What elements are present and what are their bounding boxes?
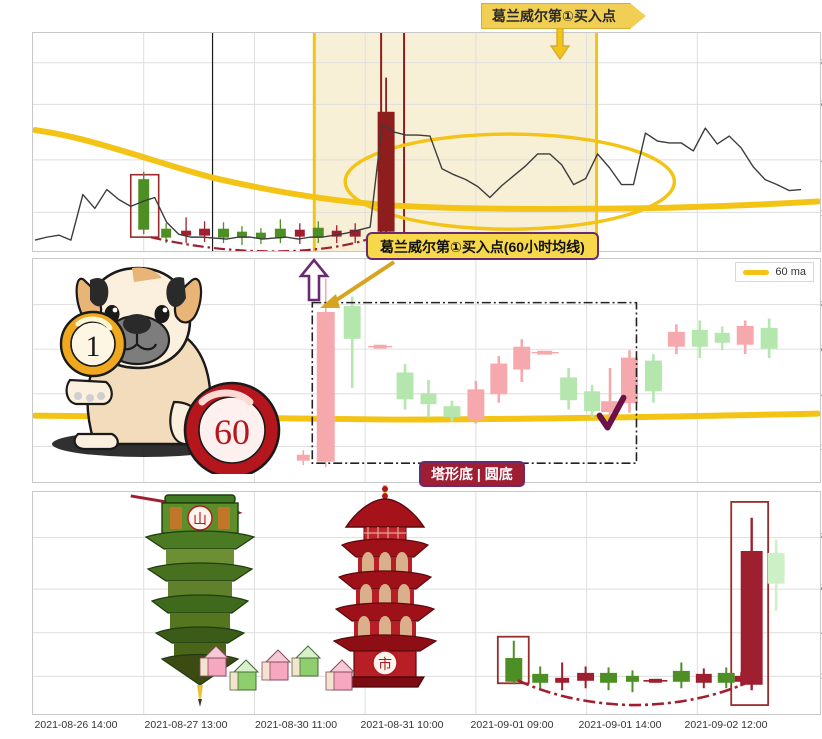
- chart-legend: 60 ma: [735, 262, 814, 282]
- candle-series-panel1: [138, 77, 395, 246]
- callout-buy-point-ma[interactable]: 葛兰威尔第①买入点(60小时均线): [366, 232, 599, 260]
- xaxis-tick-2: 2021-08-30 11:00: [254, 719, 338, 731]
- consolidation-ellipse: [343, 132, 677, 231]
- candle-series-panel3: [505, 517, 785, 693]
- confirm-check-icon: [596, 394, 627, 431]
- right-highlight-box: [730, 501, 770, 706]
- pattern-box: [311, 301, 638, 464]
- rounded-bottom-curve: [150, 232, 385, 251]
- xaxis-tick-0: 2021-08-26 14:00: [34, 719, 118, 731]
- price-line: [34, 123, 802, 241]
- xaxis-tick-6: 2021-09-02 12:00: [684, 719, 768, 731]
- legend-label-60ma: 60 ma: [775, 266, 806, 278]
- panel-1-plot: [33, 33, 820, 251]
- xaxis-tick-5: 2021-09-01 14:00: [578, 719, 662, 731]
- ball-sixty-label: 60: [214, 412, 250, 452]
- rounded-bottom-curve: [517, 679, 746, 707]
- callout-buy-point-top[interactable]: 葛兰威尔第①买入点: [481, 3, 646, 29]
- chart-panel-price-line[interactable]: [32, 32, 821, 252]
- dog-illustration: 1 60: [52, 266, 281, 474]
- panel-2-plot: [33, 259, 820, 482]
- house-marker: [291, 645, 322, 677]
- green-pagoda-emblem: 山: [193, 512, 207, 528]
- red-pagoda-emblem: 市: [378, 656, 392, 673]
- callout-pointer-arrow-icon: [320, 260, 396, 308]
- house-marker: [261, 649, 292, 681]
- down-arrow-icon: [549, 28, 571, 60]
- legend-swatch-60ma: [743, 269, 770, 275]
- red-pagoda-illustration: 市: [332, 485, 438, 688]
- green-pagoda-illustration: 山: [144, 494, 256, 707]
- gridlines: [33, 33, 820, 251]
- house-marker: [325, 659, 356, 691]
- xaxis-tick-1: 2021-08-27 13:00: [144, 719, 228, 731]
- house-marker: [229, 659, 260, 691]
- xaxis-tick-4: 2021-09-01 09:00: [470, 719, 554, 731]
- house-markers-illustration: [199, 645, 356, 691]
- buy-point-markers: [298, 257, 396, 308]
- ball-one-label: 1: [86, 330, 101, 363]
- callout-tower-bottom[interactable]: 塔形底 | 圆底: [419, 461, 525, 487]
- highlight-band: [314, 33, 597, 251]
- xaxis-tick-3: 2021-08-31 10:00: [360, 719, 444, 731]
- arrow-up-outline-icon: [298, 257, 330, 302]
- house-marker: [199, 645, 230, 677]
